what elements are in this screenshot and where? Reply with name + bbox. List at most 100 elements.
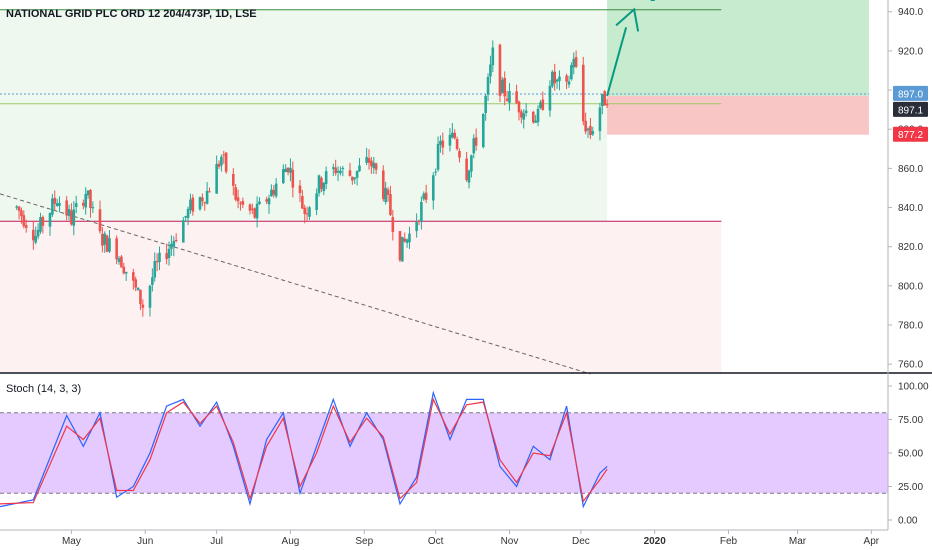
price-tick-label: 920.0 <box>898 46 923 57</box>
candle-body <box>503 77 507 97</box>
stoch-tick-label: 75.00 <box>898 415 923 426</box>
candle-body <box>498 44 502 96</box>
candle-body <box>374 163 378 170</box>
price-tick-label: 760.0 <box>898 360 923 371</box>
candle-body <box>141 304 145 308</box>
stochastic-panel[interactable]: Stoch (14, 3, 3) <box>0 383 888 509</box>
candle-body <box>501 79 504 94</box>
candle-body <box>584 120 587 132</box>
price-tick-label: 940.0 <box>898 7 923 18</box>
candle-body <box>341 167 345 170</box>
candle-body <box>182 220 185 243</box>
candle-body <box>574 57 578 67</box>
price-panel[interactable]: NATIONAL GRID PLC ORD 12 204/473P, 1D, L… <box>0 0 869 375</box>
candle-body <box>122 266 126 274</box>
candle-body <box>105 235 109 252</box>
candle-body <box>120 256 123 268</box>
candle-body <box>234 187 237 200</box>
candle-body <box>520 111 523 118</box>
candle-body <box>291 169 295 188</box>
candle-body <box>239 202 242 204</box>
candle-body <box>248 204 252 211</box>
candle-body <box>398 231 402 261</box>
candle-body <box>186 208 190 218</box>
price-tags: 897.0 897.1 877.2 <box>893 85 928 142</box>
candle-body <box>236 197 240 202</box>
price-tag-1 <box>893 85 928 101</box>
candle-body <box>98 209 102 232</box>
candle-body <box>367 158 371 163</box>
candle-body <box>434 171 437 173</box>
time-tick-label: Mar <box>789 536 807 547</box>
candle-body <box>405 239 409 243</box>
candle-body <box>255 203 259 219</box>
candle-body <box>605 103 609 106</box>
support-zone <box>0 221 722 372</box>
candle-body <box>524 110 528 114</box>
candle-body <box>303 207 307 214</box>
time-tick-label: Sep <box>355 536 373 547</box>
projection-arrow <box>606 0 655 97</box>
time-tick-label: Oct <box>428 536 444 547</box>
long-position-target-zone <box>607 0 869 96</box>
resistance-zone <box>0 9 608 222</box>
candle-body <box>489 64 492 77</box>
candle-body <box>148 285 152 308</box>
candle-body <box>348 170 352 177</box>
time-axis-ticks: May Jun Jul Aug Sep Oct Nov Dec 2020 Feb Mar Apr <box>62 530 880 547</box>
candle-body <box>515 91 518 104</box>
candle-body <box>355 170 359 178</box>
candle-body <box>481 113 485 148</box>
candle-body <box>153 261 157 278</box>
projection-arrow-shaft <box>606 27 628 97</box>
candle-body <box>170 243 173 249</box>
price-tick-label: 800.0 <box>898 281 923 292</box>
time-tick-label: May <box>62 536 81 547</box>
candle-body <box>558 76 561 81</box>
candle-body <box>439 140 442 145</box>
candle-body <box>384 187 387 203</box>
stochastic-title: Stoch (14, 3, 3) <box>6 383 81 395</box>
price-tag-label: 897.0 <box>898 89 923 100</box>
candle-body <box>403 238 407 242</box>
candle-body <box>108 238 111 252</box>
candle-body <box>534 120 537 123</box>
candle-body <box>455 139 459 149</box>
candle-body <box>89 189 92 209</box>
candle-body <box>317 175 321 194</box>
candle-body <box>184 216 187 218</box>
candle-body <box>165 253 168 259</box>
candle-body <box>548 85 552 111</box>
candle-body <box>58 203 61 206</box>
candle-body <box>401 236 404 262</box>
candle-body <box>339 170 342 174</box>
projection-arrow-head <box>615 7 640 32</box>
candle-body <box>320 177 323 189</box>
candle-body <box>284 168 287 173</box>
candle-body <box>517 101 521 113</box>
candle-body <box>36 229 40 237</box>
candle-body <box>32 229 35 241</box>
candle-body <box>265 199 268 202</box>
candle-body <box>539 102 542 108</box>
candle-body <box>72 209 76 226</box>
candle-body <box>431 175 435 201</box>
candle-body <box>158 252 161 263</box>
time-tick-label: Dec <box>572 536 590 547</box>
time-tick-label: Feb <box>720 536 738 547</box>
candle-body <box>132 272 135 281</box>
time-tick-label: Nov <box>501 536 519 547</box>
candle-body <box>217 163 221 167</box>
candle-body <box>351 176 354 181</box>
candle-body <box>48 213 52 227</box>
candle-body <box>267 198 271 205</box>
candle-body <box>331 167 335 169</box>
candle-body <box>241 200 245 205</box>
candle-body <box>420 201 423 223</box>
candle-body <box>220 156 223 166</box>
candle-body <box>151 277 154 285</box>
candle-body <box>67 209 71 216</box>
candle-body <box>591 131 595 135</box>
candle-body <box>124 271 128 274</box>
